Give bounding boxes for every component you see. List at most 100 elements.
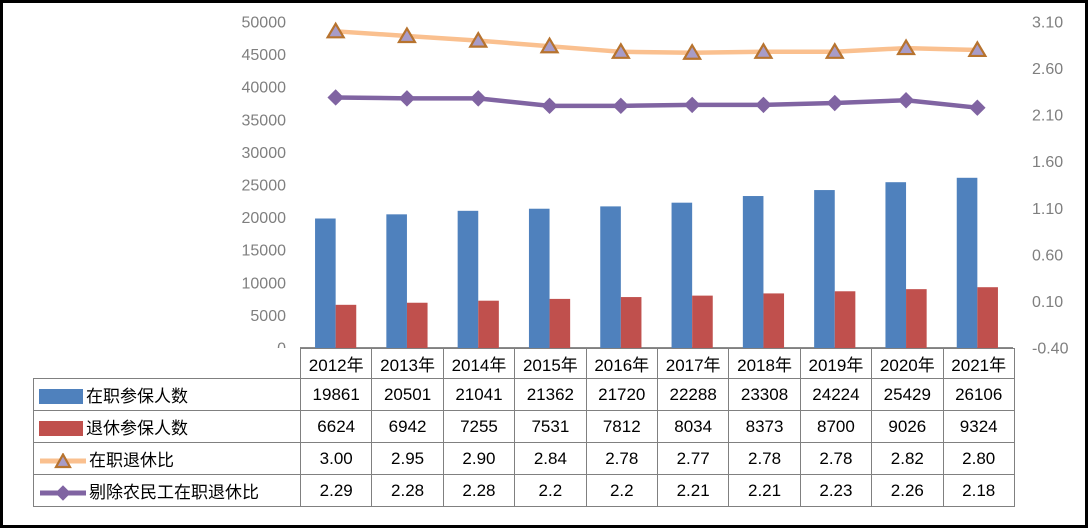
value-cell: 2.82 — [871, 442, 944, 475]
value-cell: 21041 — [442, 378, 516, 411]
bar-在职参保人数 — [315, 218, 336, 348]
value-cell: 2.78 — [728, 442, 801, 475]
value-cell: 2.84 — [514, 442, 587, 475]
value-cell: 25429 — [871, 378, 944, 411]
year-header-row: 2012年 2013年 2014年 2015年 2016年 2017年 2018年 2019年… — [33, 348, 1015, 379]
value-cell: 2.80 — [942, 442, 1015, 475]
bar-退休参保人数 — [620, 297, 642, 348]
left-axis-tick-label: 10000 — [242, 275, 287, 292]
data-table: 2012年 2013年 2014年 2015年 2016年 2017年 2018年 2019年… — [33, 348, 1015, 507]
triangle-marker-icon — [325, 21, 346, 39]
year-header-cell: 2017年 — [656, 348, 730, 379]
year-header-cell: 2020年 — [871, 348, 944, 379]
table-row: 剔除农民工在职退休比 2.29 2.28 2.28 2.2 2.2 2.21 2.21 2.23… — [33, 474, 1015, 507]
diamond-marker-icon — [897, 92, 915, 109]
triangle-marker-icon — [610, 42, 631, 59]
value-cell: 2.95 — [371, 442, 444, 475]
value-cell: 20501 — [371, 378, 444, 411]
value-cell: 2.78 — [799, 442, 873, 475]
left-axis-tick-label: 30000 — [242, 145, 287, 162]
legend-label: 退休参保人数 — [86, 419, 188, 438]
year-header-cell: 2012年 — [299, 348, 373, 379]
series-line-在职退休比 — [333, 29, 980, 55]
year-header-cell: 2016年 — [585, 348, 658, 379]
value-cell: 2.90 — [442, 442, 516, 475]
bar-退休参保人数 — [406, 302, 428, 348]
diamond-marker-icon — [826, 94, 843, 112]
bar-在职参保人数 — [671, 202, 693, 348]
bar-在职参保人数 — [814, 190, 835, 348]
value-cell: 6624 — [299, 410, 373, 443]
diamond-marker-icon — [398, 90, 416, 107]
value-cell: 23308 — [728, 378, 801, 411]
diamond-marker-icon — [327, 89, 344, 106]
value-cell: 8373 — [728, 410, 801, 443]
value-cell: 8700 — [799, 410, 873, 443]
right-axis-tick-label: 1.10 — [1032, 201, 1063, 218]
bar-退休参保人数 — [478, 300, 499, 348]
bar-在职参保人数 — [386, 214, 407, 348]
left-axis-tick-label: 40000 — [242, 80, 287, 97]
value-cell: 2.23 — [799, 474, 873, 507]
value-cell: 2.78 — [585, 442, 658, 475]
value-cell: 26106 — [942, 378, 1015, 411]
value-cell: 21362 — [514, 378, 587, 411]
diamond-marker-icon — [683, 96, 701, 114]
value-cell: 24224 — [799, 378, 873, 411]
value-cell: 2.77 — [656, 442, 730, 475]
left-axis-tick-label: 45000 — [242, 47, 287, 64]
bar-在职参保人数 — [600, 206, 621, 348]
value-cell: 21720 — [585, 378, 658, 411]
bar-退休参保人数 — [906, 289, 927, 348]
value-cell: 2.2 — [514, 474, 587, 507]
bar-退休参保人数 — [549, 298, 571, 348]
bar-在职参保人数 — [457, 210, 479, 348]
triangle-marker-icon — [824, 42, 845, 59]
bar-swatch-icon — [39, 389, 83, 404]
value-cell: 2.26 — [871, 474, 944, 507]
value-cell: 9026 — [871, 410, 944, 443]
right-axis-tick-label: 0.60 — [1032, 247, 1063, 264]
value-cell: 8034 — [656, 410, 730, 443]
value-cell: 19861 — [299, 378, 373, 411]
value-cell: 9324 — [942, 410, 1015, 443]
left-axis-tick-label: 50000 — [242, 15, 287, 32]
legend-cell: 在职参保人数 — [33, 378, 301, 411]
value-cell: 2.21 — [728, 474, 801, 507]
year-header-cell: 2014年 — [442, 348, 516, 379]
diamond-marker-icon — [969, 99, 986, 116]
value-cell: 3.00 — [299, 442, 373, 475]
series-line-剔除农民工在职退休比 — [333, 95, 980, 110]
value-cell: 7255 — [442, 410, 516, 443]
right-axis-tick-label: 1.60 — [1032, 154, 1063, 171]
diamond-marker-icon — [470, 90, 487, 107]
table-row: 退休参保人数 6624 6942 7255 7531 7812 8034 8373 8700 90… — [33, 410, 1015, 443]
legend-cell: 在职退休比 — [33, 442, 301, 475]
year-header-cell: 2019年 — [799, 348, 873, 379]
value-cell: 7531 — [514, 410, 587, 443]
bar-退休参保人数 — [692, 295, 713, 348]
bar-退休参保人数 — [335, 304, 357, 348]
left-axis-tick-label: 20000 — [242, 210, 287, 227]
triangle-line-swatch-icon — [40, 452, 86, 469]
diamond-marker-icon — [541, 97, 558, 115]
triangle-marker-icon — [896, 38, 916, 56]
bar-在职参保人数 — [956, 177, 978, 348]
triangle-marker-icon — [397, 26, 417, 44]
table-row: 在职参保人数 19861 20501 21041 21362 21720 22288 2330… — [33, 378, 1015, 411]
value-cell: 2.29 — [299, 474, 373, 507]
left-axis-tick-label: 15000 — [242, 243, 287, 260]
right-axis-tick-label: 3.10 — [1032, 15, 1063, 32]
value-cell: 2.28 — [442, 474, 516, 507]
bar-退休参保人数 — [977, 287, 998, 348]
legend-cell: 剔除农民工在职退休比 — [33, 474, 301, 507]
left-axis-tick-label: 25000 — [242, 178, 287, 195]
value-cell: 7812 — [585, 410, 658, 443]
left-axis-tick-label: 35000 — [242, 112, 287, 129]
right-axis-tick-label: 2.10 — [1032, 108, 1063, 125]
triangle-marker-icon — [682, 43, 703, 60]
bar-退休参保人数 — [763, 293, 785, 348]
triangle-marker-icon — [753, 42, 774, 59]
diamond-marker-icon — [612, 97, 630, 115]
